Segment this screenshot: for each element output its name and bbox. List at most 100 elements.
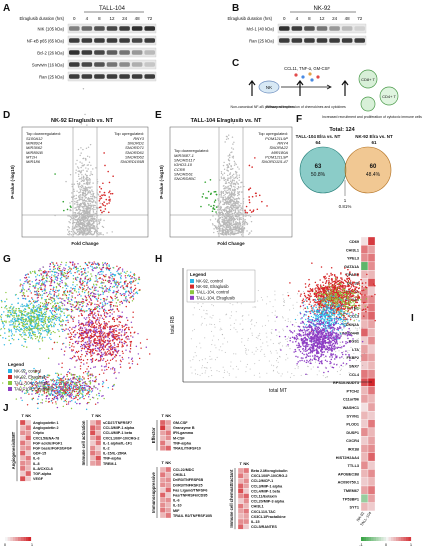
umap-point [126,338,128,340]
umap-point [52,305,55,307]
umap-point [62,269,64,271]
volcano-point [90,230,93,233]
umap-point [98,322,101,325]
umap-point [113,290,115,292]
blot-band [69,38,80,43]
umap-point [36,322,38,325]
volcano-point [96,223,99,226]
volcano-up-point [98,186,101,188]
umap-point [120,277,122,280]
volcano-point [93,231,96,233]
volcano-point [233,202,236,205]
volcano-point [232,148,235,150]
volcano-point [71,196,73,198]
volcano-point [79,188,81,190]
umap-point [99,354,102,357]
umap-point [19,291,21,294]
volcano-point [223,230,225,232]
volcano-point [236,212,238,214]
umap-point [70,290,72,292]
blot-band [106,50,118,55]
umap-point [50,332,53,334]
umap-point [30,315,32,318]
volcano-point [224,233,227,235]
umap-point [43,288,46,290]
umap-point [87,291,90,293]
umap-point [70,358,73,360]
panel-a-letter: A [3,3,10,14]
umap-point [41,302,44,305]
umap-point [78,320,80,322]
heatmap-cell-tall [367,361,376,370]
umap-point [137,282,139,285]
umap-point [18,310,20,312]
volcano-point [231,151,233,153]
umap-point [51,301,54,303]
umap-point [146,338,148,341]
umap-point [102,274,105,277]
umap-point [69,326,71,329]
heatmap-cell-tall [367,444,376,453]
umap-point [84,278,86,280]
umap-point [102,331,104,333]
volcano-up-point [108,190,111,192]
blot-band [279,26,290,31]
umap-point [57,329,59,331]
umap-point [44,281,46,283]
volcano-up-point [258,194,261,197]
volcano-point [82,175,85,178]
volcano-up-point [108,196,111,198]
umap-point [89,297,92,300]
volcano-point [91,201,94,203]
umap-point [75,300,78,303]
volcano-point [89,215,91,218]
volcano-point [94,204,96,207]
volcano-point [221,231,224,233]
umap-point [53,291,56,293]
volcano-point [103,219,105,222]
volcano-point [220,172,223,175]
heatmap-gene-label: TTLL3 [348,464,359,468]
umap-point [126,299,129,301]
volcano-point [87,183,89,186]
umap-point [9,307,12,309]
volcano-point [227,206,229,208]
umap-point [39,304,42,307]
heatmap-cell-tall [367,344,376,354]
umap-point [108,281,110,284]
volcano-point [237,194,239,197]
volcano-point [227,213,229,215]
volcano-point [89,143,92,146]
umap-point [49,268,51,271]
umap-point [98,319,100,321]
umap-point [65,346,67,348]
umap-point [42,284,44,286]
umap-point [119,276,122,279]
volcano-down-point [212,204,215,207]
umap-point [77,350,80,353]
volcano-point [227,134,230,136]
umap-point [92,291,94,293]
umap-point [20,321,22,324]
volcano-point [76,166,79,168]
volcano-point [74,200,76,203]
umap-point [90,350,92,352]
umap-point [107,348,109,350]
volcano-up-point [245,205,248,208]
umap-point [15,314,18,316]
umap-point [91,354,93,357]
volcano-point [242,198,245,200]
umap-point [62,343,64,345]
umap-point [33,300,35,302]
umap-point [26,314,28,316]
volcano-point [100,213,102,216]
volcano-point [88,221,91,224]
panel-f-letter: F [296,114,302,125]
umap-point [101,317,104,319]
volcano-point [231,181,233,184]
heatmap-cell-nk [360,328,369,337]
panel-c-caption-3: Increased recruitment and proliferation … [322,115,422,119]
umap-point [131,360,134,362]
umap-point [60,274,62,276]
